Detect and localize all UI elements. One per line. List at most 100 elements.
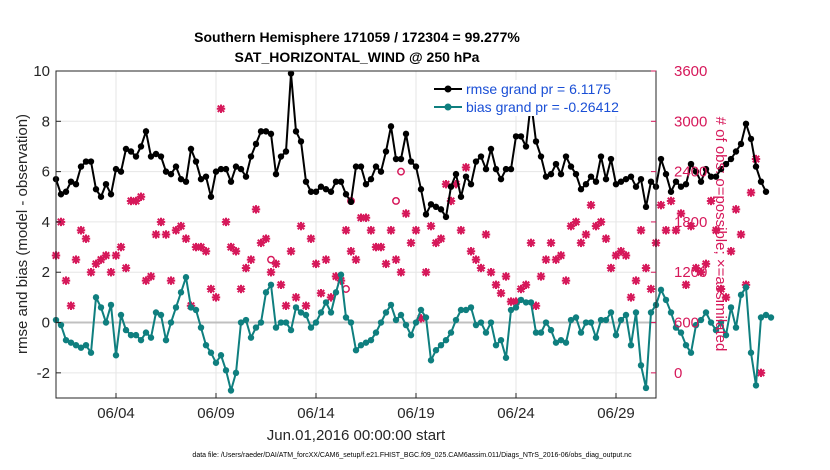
obs-assimilated-marker	[596, 217, 606, 227]
bias-point	[292, 304, 300, 311]
rmse-point	[322, 186, 330, 193]
y-right-tick-label: 600	[674, 315, 699, 332]
bias-point	[452, 316, 460, 324]
rmse-point	[177, 175, 185, 183]
bias-point	[757, 314, 765, 321]
footnote: data file: /Users/raeder/DAI/ATM_forcXX/…	[192, 452, 632, 459]
bias-point	[117, 311, 125, 319]
bias-point	[692, 321, 700, 329]
plot-marks	[51, 70, 775, 395]
obs-assimilated-marker	[116, 242, 126, 252]
rmse-point	[357, 163, 365, 170]
obs-assimilated-marker	[86, 268, 96, 277]
bias-point	[192, 306, 200, 314]
rmse-point	[697, 178, 705, 185]
x-tick-label: 06/14	[297, 405, 335, 422]
obs-assimilated-marker	[706, 196, 716, 206]
obs-assimilated-marker	[716, 284, 726, 294]
rmse-point	[462, 173, 470, 180]
rmse-point	[137, 143, 145, 150]
rmse-point	[612, 180, 620, 188]
rmse-point	[242, 173, 250, 180]
obs-assimilated-marker	[676, 209, 686, 218]
bias-point	[672, 324, 680, 331]
obs-assimilated-marker	[246, 255, 256, 264]
rmse-point	[592, 178, 600, 185]
obs-assimilated-marker	[606, 263, 616, 273]
bias-point	[597, 316, 605, 324]
rmse-point	[562, 153, 570, 160]
bias-point	[517, 296, 525, 304]
rmse-point	[272, 170, 280, 178]
bias-point	[582, 319, 590, 326]
obs-assimilated-marker	[621, 251, 631, 260]
obs-assimilated-marker	[281, 301, 291, 310]
bias-point	[222, 367, 230, 374]
bias-point	[317, 309, 325, 316]
rmse-point	[297, 138, 305, 145]
y-tick-label: 2	[42, 264, 50, 281]
obs-assimilated-marker	[361, 213, 371, 222]
bias-point	[97, 304, 105, 311]
legend-label-rmse: rmse grand pr = 6.1175	[466, 81, 611, 97]
obs-assimilated-marker	[381, 259, 391, 269]
chart-title-line2: SAT_HORIZONTAL_WIND @ 250 hPa	[235, 49, 480, 65]
bias-point	[677, 329, 685, 336]
rmse-point	[522, 143, 530, 150]
bias-point	[257, 319, 265, 326]
obs-possible-marker	[392, 197, 400, 205]
chart-title-line1: Southern Hemisphere 171059 / 172304 = 99…	[194, 29, 520, 45]
obs-assimilated-marker	[176, 221, 186, 231]
obs-possible-marker	[397, 167, 405, 176]
bias-point	[367, 336, 375, 344]
rmse-point	[227, 178, 235, 185]
rmse-point	[152, 150, 160, 158]
rmse-point	[392, 155, 400, 163]
rmse-point	[752, 163, 760, 170]
bias-point	[207, 349, 215, 356]
bias-point	[267, 281, 275, 289]
obs-assimilated-marker	[581, 230, 591, 239]
bias-point	[702, 309, 710, 316]
obs-assimilated-marker	[71, 255, 81, 264]
obs-assimilated-marker	[696, 268, 706, 277]
obs-assimilated-marker	[406, 238, 416, 248]
rmse-point	[67, 178, 75, 185]
rmse-point	[97, 193, 105, 200]
bias-point	[232, 369, 240, 377]
bias-point	[722, 331, 730, 339]
bias-point	[687, 349, 695, 356]
rmse-point	[432, 203, 440, 211]
y-tick-label: 8	[42, 113, 50, 130]
bias-point	[237, 319, 245, 326]
obs-assimilated-marker	[426, 221, 436, 231]
rmse-point	[747, 135, 755, 143]
rmse-point	[62, 188, 70, 195]
rmse-point	[202, 173, 210, 180]
y-tick-label: 4	[42, 214, 50, 231]
rmse-point	[647, 178, 655, 185]
obs-assimilated-marker	[461, 163, 471, 172]
rmse-point	[597, 153, 605, 160]
bias-point	[752, 382, 760, 389]
rmse-point	[437, 206, 445, 213]
obs-assimilated-marker	[181, 234, 191, 243]
bias-point	[302, 311, 310, 319]
rmse-point	[712, 173, 720, 180]
bias-point	[112, 352, 120, 359]
obs-assimilated-marker	[656, 200, 666, 210]
rmse-point	[187, 145, 195, 153]
bias-point	[372, 329, 380, 336]
y-tick-label: 6	[42, 164, 50, 181]
obs-assimilated-marker	[671, 226, 681, 235]
rmse-point	[327, 188, 335, 195]
obs-assimilated-marker	[291, 293, 301, 302]
rmse-point	[317, 183, 325, 190]
bias-point	[682, 341, 690, 349]
rmse-point	[762, 188, 770, 195]
rmse-point	[422, 211, 430, 218]
bias-point	[202, 341, 210, 349]
bias-point	[387, 301, 395, 309]
obs-assimilated-marker	[636, 226, 646, 235]
obs-assimilated-marker	[721, 293, 731, 302]
